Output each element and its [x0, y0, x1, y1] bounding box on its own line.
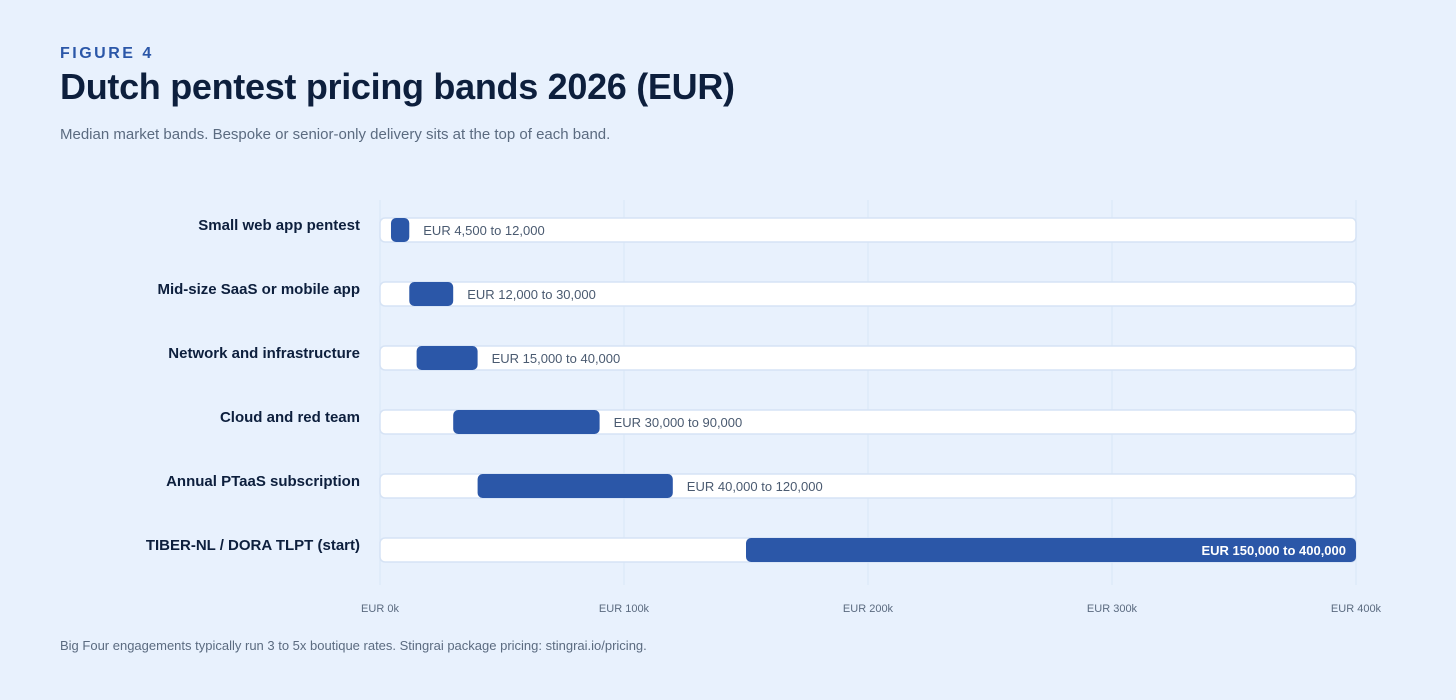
category-label: TIBER-NL / DORA TLPT (start) — [146, 537, 360, 554]
range-bar — [409, 282, 454, 306]
bar-track — [379, 409, 1357, 435]
range-bar — [453, 410, 600, 434]
bar-track — [379, 281, 1357, 307]
grid-lines — [379, 200, 1357, 585]
x-tick-label: EUR 400k — [1331, 603, 1382, 615]
data-label: EUR 12,000 to 30,000 — [467, 287, 596, 302]
x-tick-label: EUR 300k — [1087, 603, 1138, 615]
category-label: Mid-size SaaS or mobile app — [157, 281, 360, 298]
range-bar — [390, 218, 410, 242]
figure-number: FIGURE 4 — [60, 45, 154, 62]
data-label: EUR 40,000 to 120,000 — [687, 479, 823, 494]
range-bars — [390, 218, 1356, 562]
data-labels: EUR 4,500 to 12,000 EUR 12,000 to 30,000 E… — [423, 223, 1346, 558]
category-label: Annual PTaaS subscription — [166, 473, 360, 490]
data-label: EUR 4,500 to 12,000 — [423, 223, 544, 238]
range-bar — [416, 346, 478, 370]
x-tick-label: EUR 200k — [843, 603, 894, 615]
data-label: EUR 15,000 to 40,000 — [492, 351, 621, 366]
data-label: EUR 30,000 to 90,000 — [614, 415, 743, 430]
range-bar — [477, 474, 673, 498]
category-labels: Small web app pentest Mid-size SaaS or mo… — [146, 217, 360, 554]
category-label: Network and infrastructure — [168, 345, 360, 362]
category-label: Small web app pentest — [198, 217, 360, 234]
x-tick-label: EUR 0k — [361, 603, 399, 615]
bar-track — [379, 345, 1357, 371]
data-label: EUR 150,000 to 400,000 — [1201, 543, 1346, 558]
footnote: Big Four engagements typically run 3 to … — [60, 638, 647, 653]
category-label: Cloud and red team — [220, 409, 360, 426]
bar-track — [379, 217, 1357, 243]
x-tick-label: EUR 100k — [599, 603, 650, 615]
x-axis-ticks: EUR 0k EUR 100k EUR 200k EUR 300k EUR 400k — [361, 603, 1382, 615]
chart-subtitle: Median market bands. Bespoke or senior-o… — [60, 126, 611, 143]
range-bar — [746, 538, 1356, 562]
chart-title: Dutch pentest pricing bands 2026 (EUR) — [60, 66, 735, 107]
